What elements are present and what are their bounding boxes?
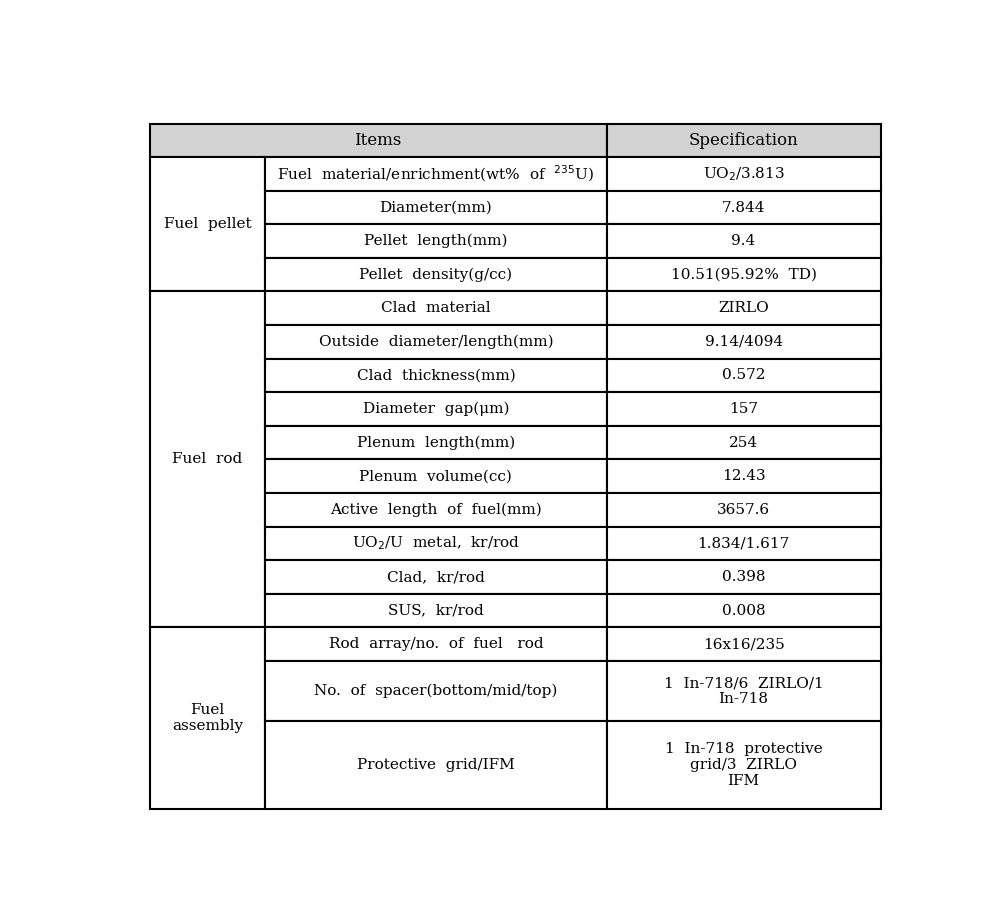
Text: Fuel  material/enrichment(wt%  of  $^{235}$U): Fuel material/enrichment(wt% of $^{235}$…: [277, 163, 595, 184]
Bar: [150, 124, 607, 157]
Text: Protective  grid/IFM: Protective grid/IFM: [357, 758, 515, 772]
Bar: [265, 292, 607, 325]
Text: Active  length  of  fuel(mm): Active length of fuel(mm): [330, 503, 542, 517]
Text: Plenum  volume(cc): Plenum volume(cc): [359, 469, 512, 483]
Bar: [607, 722, 881, 809]
Bar: [607, 560, 881, 593]
Bar: [607, 325, 881, 359]
Text: 1  In-718  protective
grid/3  ZIRLO
IFM: 1 In-718 protective grid/3 ZIRLO IFM: [665, 742, 822, 788]
Bar: [265, 722, 607, 809]
Text: 9.14/4094: 9.14/4094: [705, 335, 783, 349]
Bar: [607, 661, 881, 722]
Text: 1  In-718/6  ZIRLO/1
In-718: 1 In-718/6 ZIRLO/1 In-718: [664, 676, 823, 706]
Text: 7.844: 7.844: [722, 200, 765, 214]
Text: UO$_2$/3.813: UO$_2$/3.813: [703, 165, 785, 183]
Bar: [150, 292, 265, 628]
Bar: [607, 124, 881, 157]
Bar: [265, 157, 607, 191]
Bar: [265, 593, 607, 628]
Text: Clad  thickness(mm): Clad thickness(mm): [357, 368, 515, 382]
Bar: [265, 258, 607, 292]
Bar: [607, 157, 881, 191]
Text: 0.398: 0.398: [722, 569, 765, 584]
Text: No.  of  spacer(bottom/mid/top): No. of spacer(bottom/mid/top): [314, 684, 558, 699]
Text: 9.4: 9.4: [731, 234, 756, 248]
Text: Pellet  density(g/cc): Pellet density(g/cc): [359, 268, 512, 282]
Bar: [265, 628, 607, 661]
Bar: [607, 628, 881, 661]
Bar: [265, 661, 607, 722]
Text: Pellet  length(mm): Pellet length(mm): [364, 234, 508, 248]
Bar: [607, 460, 881, 493]
Bar: [607, 191, 881, 224]
Text: Plenum  length(mm): Plenum length(mm): [357, 436, 515, 450]
Text: Clad  material: Clad material: [381, 301, 491, 316]
Bar: [265, 493, 607, 526]
Text: UO$_2$/U  metal,  kr/rod: UO$_2$/U metal, kr/rod: [352, 534, 520, 552]
Bar: [265, 325, 607, 359]
Bar: [607, 359, 881, 392]
Bar: [150, 157, 265, 292]
Bar: [607, 392, 881, 426]
Text: SUS,  kr/rod: SUS, kr/rod: [388, 604, 484, 617]
Text: ZIRLO: ZIRLO: [718, 301, 769, 316]
Bar: [265, 359, 607, 392]
Text: 0.008: 0.008: [722, 604, 765, 617]
Text: Items: Items: [354, 132, 402, 149]
Bar: [607, 258, 881, 292]
Text: 12.43: 12.43: [722, 469, 765, 483]
Bar: [607, 426, 881, 460]
Bar: [150, 628, 265, 809]
Bar: [607, 493, 881, 526]
Text: Clad,  kr/rod: Clad, kr/rod: [387, 569, 485, 584]
Text: Diameter  gap(μm): Diameter gap(μm): [363, 402, 509, 416]
Text: Fuel
assembly: Fuel assembly: [172, 703, 243, 733]
Text: Diameter(mm): Diameter(mm): [380, 200, 492, 214]
Text: 16x16/235: 16x16/235: [703, 637, 784, 651]
Bar: [607, 593, 881, 628]
Text: 254: 254: [729, 436, 758, 450]
Text: 3657.6: 3657.6: [717, 503, 770, 517]
Text: Specification: Specification: [689, 132, 798, 149]
Bar: [265, 224, 607, 258]
Bar: [607, 526, 881, 560]
Bar: [607, 292, 881, 325]
Bar: [607, 224, 881, 258]
Bar: [265, 526, 607, 560]
Bar: [265, 426, 607, 460]
Text: Rod  array/no.  of  fuel   rod: Rod array/no. of fuel rod: [329, 637, 543, 651]
Text: 10.51(95.92%  TD): 10.51(95.92% TD): [671, 268, 817, 282]
Text: Fuel  rod: Fuel rod: [172, 452, 243, 466]
Bar: [265, 560, 607, 593]
Text: 157: 157: [729, 402, 758, 416]
Text: 1.834/1.617: 1.834/1.617: [697, 536, 790, 550]
Bar: [265, 460, 607, 493]
Bar: [265, 392, 607, 426]
Text: Outside  diameter/length(mm): Outside diameter/length(mm): [319, 335, 553, 349]
Text: 0.572: 0.572: [722, 368, 765, 382]
Text: Fuel  pellet: Fuel pellet: [164, 217, 251, 232]
Bar: [265, 191, 607, 224]
